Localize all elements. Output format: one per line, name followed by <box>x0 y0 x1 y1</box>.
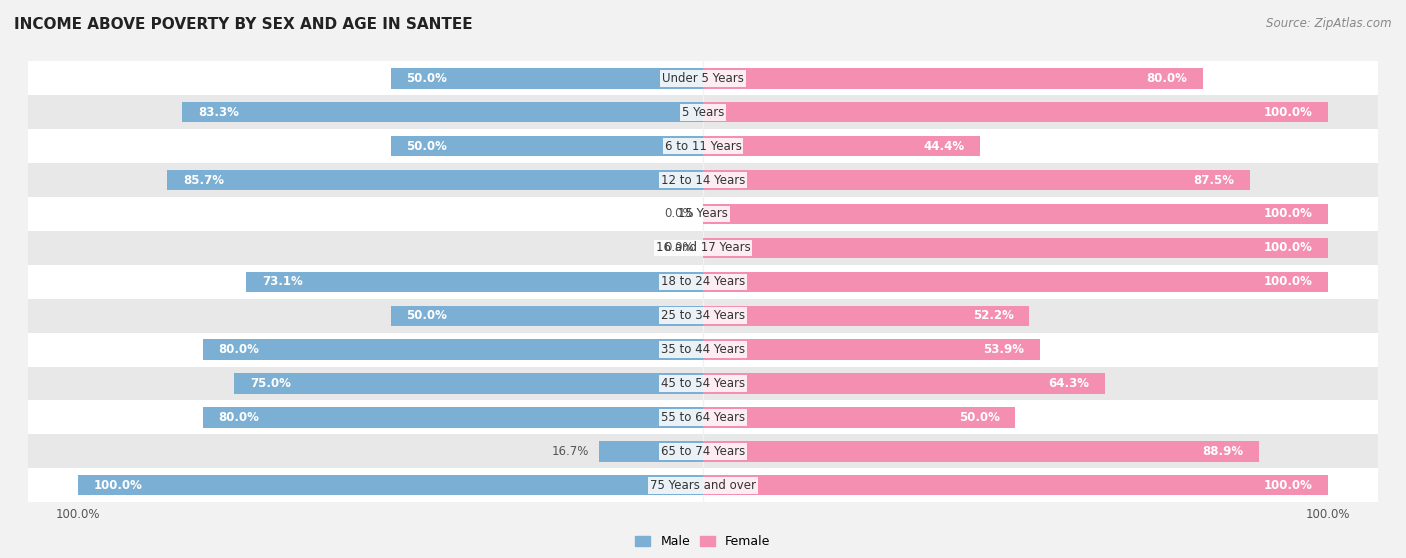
Text: 75 Years and over: 75 Years and over <box>650 479 756 492</box>
Bar <box>28 163 1378 197</box>
Text: 55 to 64 Years: 55 to 64 Years <box>661 411 745 424</box>
Text: 15 Years: 15 Years <box>678 208 728 220</box>
Bar <box>28 299 1378 333</box>
Bar <box>703 272 1327 292</box>
Bar <box>703 407 1015 427</box>
Bar <box>28 434 1378 468</box>
Text: 100.0%: 100.0% <box>1264 208 1312 220</box>
Bar <box>28 129 1378 163</box>
Text: 6 to 11 Years: 6 to 11 Years <box>665 140 741 153</box>
Text: 50.0%: 50.0% <box>406 309 447 322</box>
Bar <box>703 238 1327 258</box>
Bar <box>391 68 703 89</box>
Text: 85.7%: 85.7% <box>183 174 224 186</box>
Bar <box>703 339 1040 360</box>
Bar <box>703 204 1327 224</box>
Text: 5 Years: 5 Years <box>682 106 724 119</box>
Bar <box>703 475 1327 496</box>
Text: 45 to 54 Years: 45 to 54 Years <box>661 377 745 390</box>
Text: Source: ZipAtlas.com: Source: ZipAtlas.com <box>1267 17 1392 30</box>
Bar <box>28 333 1378 367</box>
Text: INCOME ABOVE POVERTY BY SEX AND AGE IN SANTEE: INCOME ABOVE POVERTY BY SEX AND AGE IN S… <box>14 17 472 32</box>
Text: 87.5%: 87.5% <box>1194 174 1234 186</box>
Bar <box>703 441 1258 461</box>
Text: 100.0%: 100.0% <box>1264 242 1312 254</box>
Text: 50.0%: 50.0% <box>406 72 447 85</box>
Text: 80.0%: 80.0% <box>219 411 260 424</box>
Bar <box>246 272 703 292</box>
Text: 73.1%: 73.1% <box>262 275 302 288</box>
Bar <box>202 339 703 360</box>
Bar <box>28 468 1378 502</box>
Text: 16 and 17 Years: 16 and 17 Years <box>655 242 751 254</box>
Bar <box>28 265 1378 299</box>
Text: 65 to 74 Years: 65 to 74 Years <box>661 445 745 458</box>
Text: 50.0%: 50.0% <box>959 411 1000 424</box>
Bar <box>703 68 1204 89</box>
Bar <box>202 407 703 427</box>
Bar <box>391 136 703 156</box>
Bar <box>28 367 1378 401</box>
Text: 52.2%: 52.2% <box>973 309 1014 322</box>
Text: 53.9%: 53.9% <box>983 343 1024 356</box>
Bar <box>703 136 980 156</box>
Text: 25 to 34 Years: 25 to 34 Years <box>661 309 745 322</box>
Text: 100.0%: 100.0% <box>94 479 142 492</box>
Text: 50.0%: 50.0% <box>406 140 447 153</box>
Bar <box>28 197 1378 231</box>
Bar <box>599 441 703 461</box>
Text: Under 5 Years: Under 5 Years <box>662 72 744 85</box>
Text: 83.3%: 83.3% <box>198 106 239 119</box>
Text: 80.0%: 80.0% <box>1146 72 1187 85</box>
Text: 12 to 14 Years: 12 to 14 Years <box>661 174 745 186</box>
Bar <box>28 231 1378 265</box>
Text: 64.3%: 64.3% <box>1049 377 1090 390</box>
Bar <box>703 373 1105 394</box>
Bar <box>167 170 703 190</box>
Text: 88.9%: 88.9% <box>1202 445 1243 458</box>
Text: 16.7%: 16.7% <box>553 445 589 458</box>
Text: 35 to 44 Years: 35 to 44 Years <box>661 343 745 356</box>
Bar <box>391 306 703 326</box>
Text: 100.0%: 100.0% <box>1264 106 1312 119</box>
Text: 100.0%: 100.0% <box>1264 479 1312 492</box>
Legend: Male, Female: Male, Female <box>630 530 776 553</box>
Text: 0.0%: 0.0% <box>664 208 693 220</box>
Bar <box>235 373 703 394</box>
Text: 0.0%: 0.0% <box>664 242 693 254</box>
Bar <box>703 102 1327 122</box>
Bar <box>28 61 1378 95</box>
Bar <box>183 102 703 122</box>
Text: 100.0%: 100.0% <box>1264 275 1312 288</box>
Text: 75.0%: 75.0% <box>250 377 291 390</box>
Text: 80.0%: 80.0% <box>219 343 260 356</box>
Bar <box>703 170 1250 190</box>
Bar <box>79 475 703 496</box>
Bar <box>28 95 1378 129</box>
Bar <box>28 401 1378 434</box>
Text: 18 to 24 Years: 18 to 24 Years <box>661 275 745 288</box>
Text: 44.4%: 44.4% <box>924 140 965 153</box>
Bar <box>703 306 1029 326</box>
